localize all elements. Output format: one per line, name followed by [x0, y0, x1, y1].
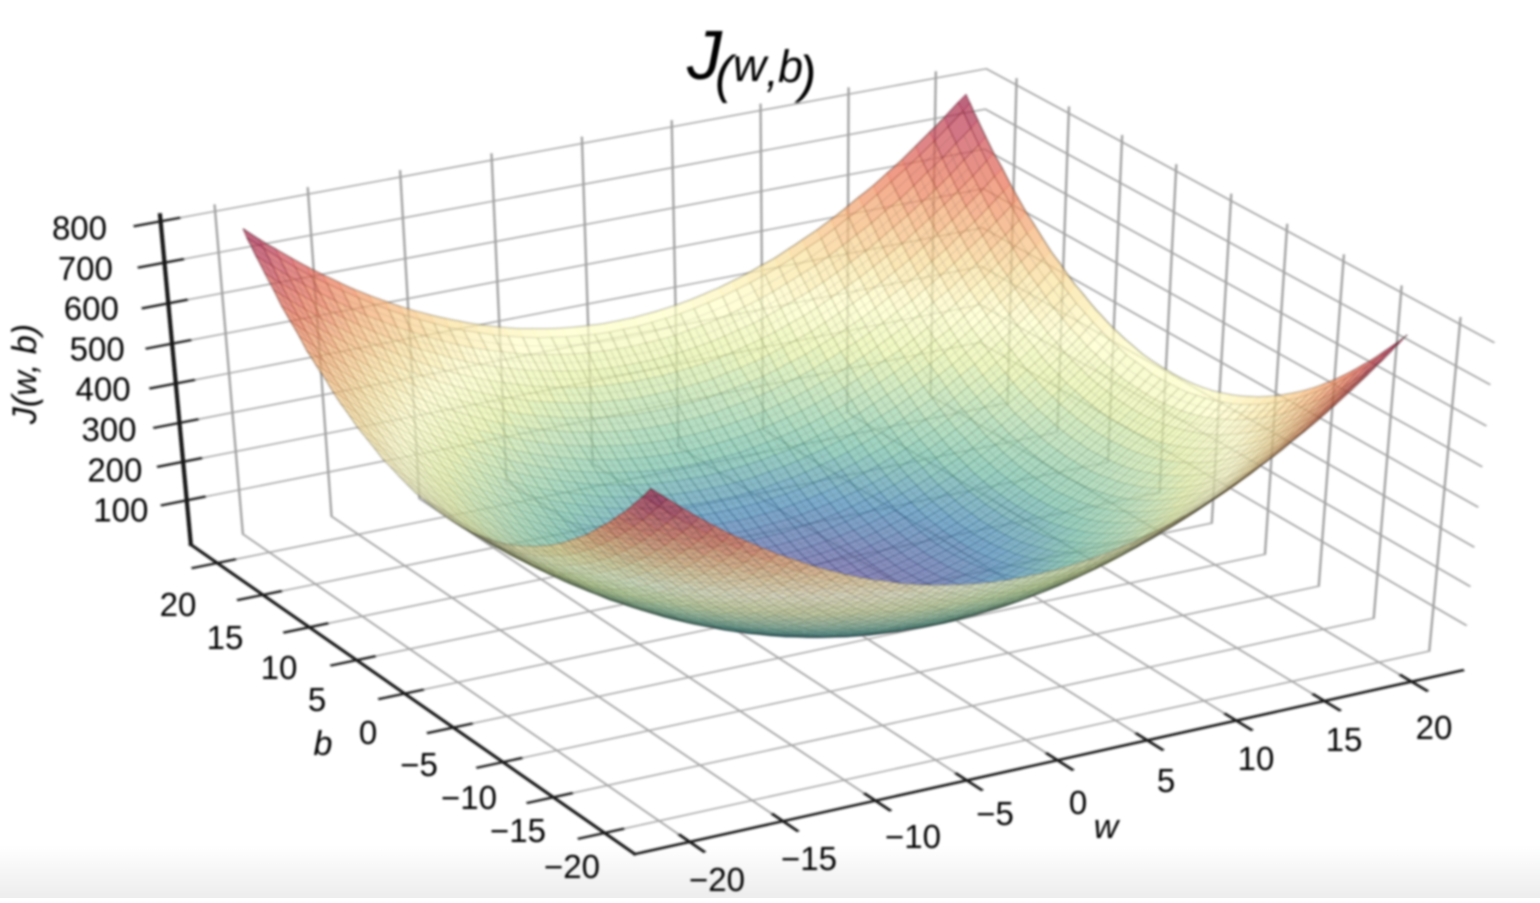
svg-text:200: 200	[87, 451, 142, 488]
svg-text:−5: −5	[976, 795, 1014, 832]
svg-text:15: 15	[207, 619, 244, 656]
svg-text:b: b	[314, 725, 333, 763]
svg-text:−5: −5	[400, 746, 438, 783]
svg-text:10: 10	[1238, 740, 1275, 777]
svg-text:J(w, b): J(w, b)	[6, 324, 44, 425]
svg-text:(: (	[715, 46, 737, 104]
svg-text:−20: −20	[689, 861, 745, 898]
svg-text:100: 100	[93, 492, 148, 529]
svg-text:J: J	[686, 16, 723, 94]
svg-text:): )	[793, 46, 816, 104]
svg-text:20: 20	[160, 586, 197, 623]
svg-text:300: 300	[81, 411, 136, 448]
svg-text:10: 10	[261, 649, 298, 686]
svg-text:−10: −10	[441, 779, 497, 816]
svg-text:w: w	[1094, 808, 1121, 846]
svg-text:500: 500	[70, 330, 125, 367]
svg-text:400: 400	[76, 371, 131, 408]
svg-text:−10: −10	[885, 818, 941, 855]
svg-text:0: 0	[359, 714, 377, 751]
svg-text:20: 20	[1416, 709, 1453, 746]
svg-text:700: 700	[58, 250, 113, 287]
svg-text:−20: −20	[544, 848, 600, 885]
svg-text:15: 15	[1326, 721, 1363, 758]
svg-text:−15: −15	[490, 812, 546, 849]
svg-text:b: b	[778, 41, 803, 92]
svg-text:5: 5	[1157, 762, 1175, 799]
svg-text:−15: −15	[781, 840, 837, 877]
svg-text:w: w	[733, 39, 769, 91]
svg-text:0: 0	[1069, 784, 1087, 821]
svg-text:,: ,	[766, 44, 779, 96]
svg-text:800: 800	[52, 210, 107, 247]
svg-text:5: 5	[308, 681, 326, 718]
svg-text:600: 600	[64, 290, 119, 327]
